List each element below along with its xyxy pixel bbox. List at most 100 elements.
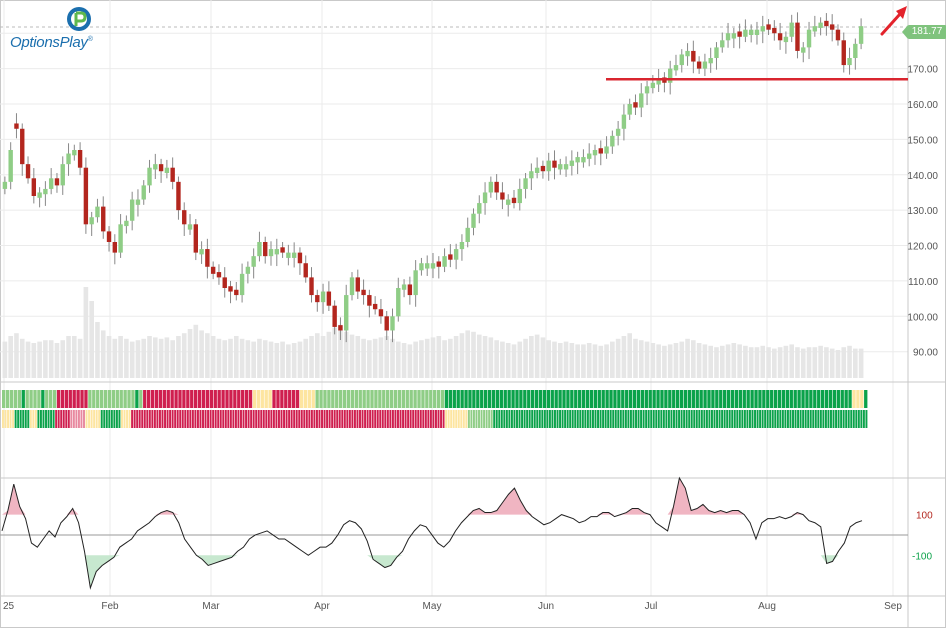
volume-bar [638,340,644,378]
ribbon-cell [331,390,335,408]
ribbon-cell [464,390,468,408]
ribbon-cell [733,410,736,428]
ribbon-cell [323,390,327,408]
ribbon-cell [550,390,554,408]
ribbon-cell [748,410,751,428]
ribbon-cell [483,390,488,408]
ribbon-cell [158,390,163,408]
volume-bar [54,343,60,378]
ribbon-cell [523,390,527,408]
brand-registered-mark: ® [87,36,93,43]
volume-bar [72,336,77,378]
candle-body [176,181,181,211]
volume-bar [48,340,54,378]
ribbon-cell [860,390,864,408]
candle-body [14,123,19,129]
ribbon-cell [436,390,441,408]
volume-bar [199,330,204,378]
ribbon-cell [126,410,129,428]
ribbon-cell [624,410,627,428]
ribbon-cell [830,410,832,428]
ribbon-cell [741,410,744,428]
candle-body [77,150,83,168]
volume-bar [818,345,823,378]
volume-bar [268,341,274,378]
ribbon-cell [440,390,445,408]
volume-bar [760,345,766,378]
ribbon-cell [242,410,245,428]
ribbon-cell [613,390,617,408]
candle-body [251,256,256,267]
candle-body [766,24,771,30]
ribbon-cell [267,410,270,428]
ribbon-cell [136,410,139,428]
ribbon-cell [288,390,292,408]
volume-bar [800,348,806,378]
candle-body [291,252,297,258]
volume-bar [430,337,436,378]
ribbon-cell [393,390,398,408]
ribbon-cell [255,410,258,428]
ribbon-cell [700,410,703,428]
ribbon-cell [295,390,300,408]
volume-bar [546,340,552,378]
ribbon-cell [566,410,569,428]
oscillator-lower-label: -100 [912,551,932,562]
ribbon-cell [7,410,9,428]
volume-bar [650,343,656,378]
ribbon-cell [435,410,437,428]
ribbon-cell [762,390,766,408]
volume-bar [407,344,413,378]
ribbon-cell [354,390,358,408]
ribbon-cell [766,390,770,408]
volume-bar [280,341,285,378]
ribbon-cell [338,390,343,408]
ribbon-cell [92,390,96,408]
ribbon-cell [382,390,386,408]
ribbon-cell [480,390,484,408]
ribbon-cell [34,410,37,428]
ribbon-cell [252,390,257,408]
candle-body [66,153,71,165]
ribbon-cell [824,390,829,408]
ribbon-cell [280,410,283,428]
ribbon-cell [99,390,104,408]
candle-body [644,86,650,94]
ribbon-cell [444,390,449,408]
ribbon-cell [594,410,597,428]
price-tick-label: 140.00 [907,171,938,182]
ribbon-cell [433,390,437,408]
ribbon-cell [820,390,825,408]
ribbon-cell [488,410,491,428]
ribbon-cell [840,410,843,428]
ribbon-cell [42,410,45,428]
volume-bar [147,336,152,378]
month-tick-label: Feb [101,601,119,612]
ribbon-cell [351,410,354,428]
ribbon-cell [805,390,809,408]
ribbon-cell [389,390,394,408]
volume-bar [529,336,534,378]
ribbon-cell [303,390,308,408]
candle-body [164,167,170,173]
ribbon-cell [711,390,715,408]
ribbon-cell [645,410,648,428]
ribbon-cell [515,390,519,408]
ribbon-cell [452,410,455,428]
ribbon-cell [153,410,156,428]
ribbon-cell [14,410,17,428]
volume-bar [158,338,164,378]
ribbon-cell [848,390,852,408]
ribbon-cell [115,410,118,428]
ribbon-cell [691,390,695,408]
volume-bar [517,341,523,378]
candle-body [835,29,841,41]
ribbon-cell [533,410,536,428]
ribbon-cell [698,410,701,428]
ribbon-cell [422,410,425,428]
month-tick-label: Mar [202,601,220,612]
ribbon-cell [272,390,276,408]
ribbon-cell [174,410,177,428]
ribbon-cell [284,390,288,408]
candle-body [523,178,528,189]
